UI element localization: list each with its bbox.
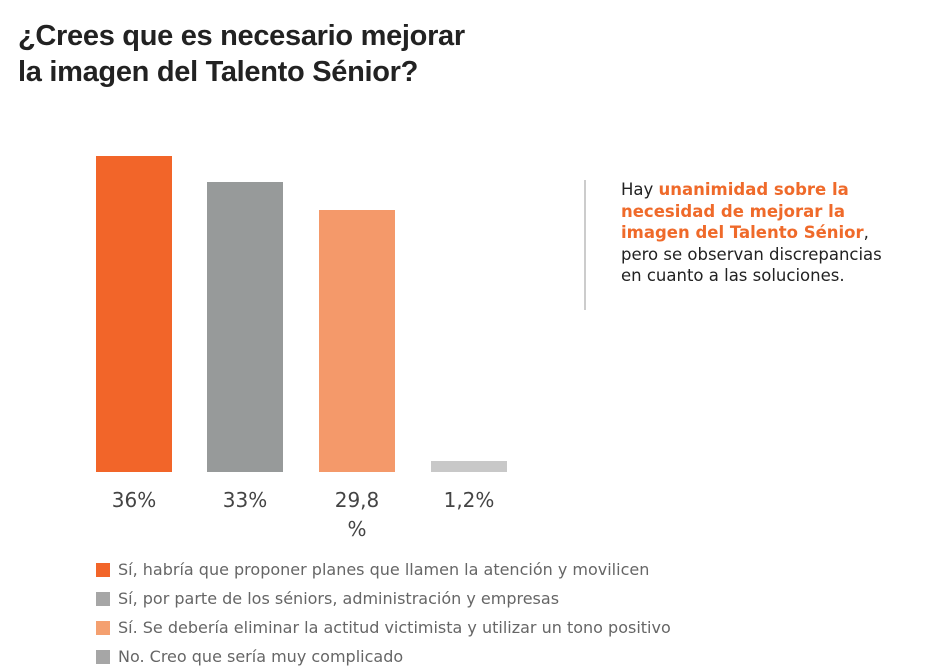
legend: Sí, habría que proponer planes que llame… — [96, 555, 671, 671]
note-lead: Hay — [621, 180, 659, 199]
data-label-1: 36% — [111, 488, 157, 512]
legend-swatch — [96, 620, 110, 635]
legend-item: Sí, habría que proponer planes que llame… — [96, 555, 671, 584]
title-line-2: la imagen del Talento Sénior? — [18, 56, 419, 88]
title-line-1: ¿Crees que es necesario mejorar — [18, 20, 465, 52]
chart-title: ¿Crees que es necesario mejorar la image… — [18, 18, 465, 90]
note-highlight: unanimidad sobre la necesidad de mejorar… — [621, 180, 864, 242]
divider — [584, 180, 586, 310]
note-rest: , pero se observan discrepancias en cuan… — [621, 223, 882, 285]
legend-item: No. Creo que sería muy complicado — [96, 642, 671, 671]
legend-swatch — [96, 562, 110, 577]
legend-label: Sí. Se debería eliminar la actitud victi… — [118, 618, 671, 637]
legend-item: Sí, por parte de los séniors, administra… — [96, 584, 671, 613]
data-label-2: 33% — [222, 488, 268, 512]
bar-2 — [207, 182, 283, 472]
bar-3 — [319, 210, 395, 472]
legend-label: Sí, habría que proponer planes que llame… — [118, 560, 650, 579]
bar-1 — [96, 156, 172, 472]
data-label-4: 1,2% — [443, 488, 495, 512]
note-text: Hay unanimidad sobre la necesidad de mej… — [621, 179, 891, 287]
legend-swatch — [96, 649, 110, 664]
legend-swatch — [96, 591, 110, 606]
legend-label: Sí, por parte de los séniors, administra… — [118, 589, 560, 608]
legend-item: Sí. Se debería eliminar la actitud victi… — [96, 613, 671, 642]
bar-4 — [431, 461, 507, 472]
legend-label: No. Creo que sería muy complicado — [118, 647, 404, 666]
data-label-3: 29,8 % — [334, 488, 380, 541]
